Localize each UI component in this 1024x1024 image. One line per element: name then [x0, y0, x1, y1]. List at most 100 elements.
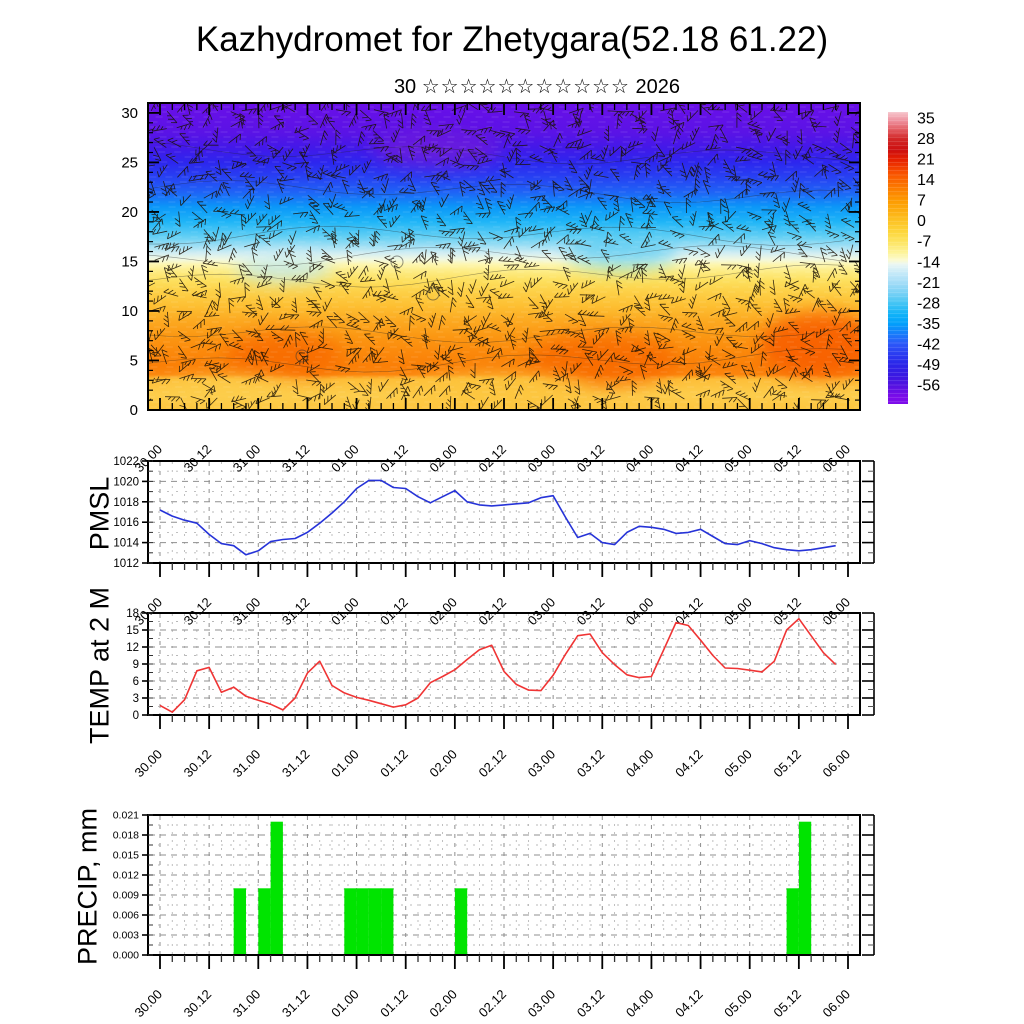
- subtitle-year: 2026: [635, 76, 681, 98]
- streamline-texture: [148, 106, 860, 408]
- svg-text:14: 14: [917, 172, 935, 189]
- svg-text:7: 7: [917, 193, 926, 210]
- svg-text:15: 15: [126, 625, 139, 637]
- svg-text:05.12: 05.12: [770, 987, 804, 1021]
- svg-text:31.12: 31.12: [279, 987, 313, 1021]
- svg-text:02.12: 02.12: [476, 747, 510, 781]
- precip-panel: 0.000 0.003 0.006 0.009 0.012 0.015 0.018 0.021…: [113, 810, 875, 1021]
- svg-text:06.00: 06.00: [820, 747, 854, 781]
- svg-text:0: 0: [917, 213, 926, 230]
- temp_2m-line: [159, 617, 837, 714]
- svg-text:3: 3: [133, 693, 139, 705]
- svg-text:0.000: 0.000: [113, 950, 139, 962]
- svg-text:18: 18: [126, 608, 139, 620]
- svg-text:31.12: 31.12: [279, 747, 313, 781]
- svg-text:05.00: 05.00: [721, 442, 755, 476]
- pmsl-y-tick-labels: 1012 1014 1016 1018 1020 1022: [113, 456, 139, 570]
- colorbar-tick-labels: 35 28 21 14 7 0 -7 -14 -21 -28 -35 -42 -49 -56: [917, 111, 940, 395]
- svg-text:12: 12: [126, 642, 139, 654]
- svg-text:1018: 1018: [113, 497, 139, 509]
- svg-text:01.00: 01.00: [328, 987, 362, 1021]
- svg-text:0.003: 0.003: [113, 930, 139, 942]
- svg-text:01.00: 01.00: [328, 442, 362, 476]
- svg-text:31.00: 31.00: [230, 987, 264, 1021]
- svg-text:1016: 1016: [113, 517, 139, 529]
- precip-y-tick-labels: 0.000 0.003 0.006 0.009 0.012 0.015 0.018 0.021: [113, 810, 139, 962]
- svg-text:03.00: 03.00: [525, 747, 559, 781]
- wind-panel-axes: [147, 102, 861, 411]
- pmsl-line: [159, 479, 836, 556]
- svg-text:04.00: 04.00: [623, 442, 657, 476]
- svg-text:-28: -28: [917, 295, 940, 312]
- svg-text:-21: -21: [917, 275, 940, 292]
- wind-y-tick-labels: 0 5 10 15 20 25 30: [121, 105, 138, 419]
- svg-text:05.00: 05.00: [721, 747, 755, 781]
- star-icons: ☆☆☆☆☆☆☆☆☆☆☆: [421, 76, 630, 98]
- svg-text:02.00: 02.00: [426, 442, 460, 476]
- svg-text:05.12: 05.12: [770, 442, 804, 476]
- svg-text:03.12: 03.12: [574, 987, 608, 1021]
- svg-text:-14: -14: [917, 254, 940, 271]
- svg-text:-7: -7: [917, 234, 931, 251]
- svg-text:02.12: 02.12: [476, 442, 510, 476]
- svg-text:21: 21: [917, 152, 935, 169]
- svg-text:03.12: 03.12: [574, 442, 608, 476]
- svg-text:1014: 1014: [113, 538, 139, 550]
- svg-text:0.015: 0.015: [113, 850, 139, 862]
- svg-text:0.009: 0.009: [113, 890, 139, 902]
- svg-text:35: 35: [917, 111, 935, 128]
- svg-text:30: 30: [121, 105, 138, 122]
- subtitle-day: 30: [393, 76, 417, 98]
- svg-text:05.00: 05.00: [721, 987, 755, 1021]
- colorbar: [888, 111, 908, 404]
- svg-text:06.00: 06.00: [820, 987, 854, 1021]
- svg-text:03.12: 03.12: [574, 747, 608, 781]
- pmsl-panel: 1012 1014 1016 1018 1020 1022 30.00 30.12 31.00 3…: [113, 456, 875, 629]
- svg-text:9: 9: [133, 659, 139, 671]
- temp-axis-title: TEMP at 2 M: [84, 586, 115, 745]
- svg-text:06.00: 06.00: [820, 442, 854, 476]
- svg-text:04.00: 04.00: [623, 747, 657, 781]
- svg-text:02.00: 02.00: [426, 987, 460, 1021]
- svg-text:01.12: 01.12: [377, 442, 411, 476]
- svg-text:0.006: 0.006: [113, 910, 139, 922]
- svg-text:31.00: 31.00: [230, 747, 264, 781]
- svg-text:30.00: 30.00: [132, 987, 166, 1021]
- svg-text:30.00: 30.00: [132, 747, 166, 781]
- svg-text:-35: -35: [917, 316, 940, 333]
- svg-text:6: 6: [133, 676, 139, 688]
- svg-text:01.00: 01.00: [328, 747, 362, 781]
- svg-text:-56: -56: [917, 377, 940, 394]
- pmsl-x-tick-labels: 30.00 30.12 31.00 31.12 01.00 01.12 02.00 02.12…: [132, 595, 854, 629]
- svg-text:01.12: 01.12: [377, 747, 411, 781]
- svg-text:04.12: 04.12: [672, 442, 706, 476]
- svg-text:04.00: 04.00: [623, 987, 657, 1021]
- wind-x-tick-labels: 30.00 30.12 31.00 31.12 01.00 01.12 02.00 02.12…: [132, 442, 854, 476]
- svg-text:20: 20: [121, 204, 138, 221]
- svg-text:30.12: 30.12: [181, 987, 215, 1021]
- svg-text:10: 10: [121, 303, 138, 320]
- temp_2m-panel: 0 3 6 9 12 15 18 30.00 30.12 31.00 31.12 01.00 01.12…: [126, 608, 875, 781]
- svg-text:30.12: 30.12: [181, 442, 215, 476]
- svg-text:15: 15: [121, 253, 138, 270]
- svg-text:25: 25: [121, 154, 138, 171]
- forecast-date-subtitle: 30 ☆☆☆☆☆☆☆☆☆☆☆ 2026: [150, 74, 924, 99]
- svg-text:0.012: 0.012: [113, 870, 139, 882]
- precip-axis-title: PRECIP, mm: [72, 807, 103, 966]
- svg-text:0.018: 0.018: [113, 830, 139, 842]
- svg-text:0: 0: [130, 402, 138, 419]
- temp_2m-y-tick-labels: 0 3 6 9 12 15 18: [126, 608, 139, 722]
- svg-text:0: 0: [133, 710, 139, 722]
- svg-text:1022: 1022: [113, 456, 139, 468]
- svg-text:-42: -42: [917, 336, 940, 353]
- svg-text:05.12: 05.12: [770, 747, 804, 781]
- svg-text:5: 5: [130, 352, 138, 369]
- svg-text:31.00: 31.00: [230, 442, 264, 476]
- svg-text:02.12: 02.12: [476, 987, 510, 1021]
- svg-text:30.12: 30.12: [181, 747, 215, 781]
- temp_2m-x-tick-labels: 30.00 30.12 31.00 31.12 01.00 01.12 02.00 02.12…: [132, 747, 854, 781]
- svg-text:03.00: 03.00: [525, 987, 559, 1021]
- precip-bars: [233, 821, 812, 955]
